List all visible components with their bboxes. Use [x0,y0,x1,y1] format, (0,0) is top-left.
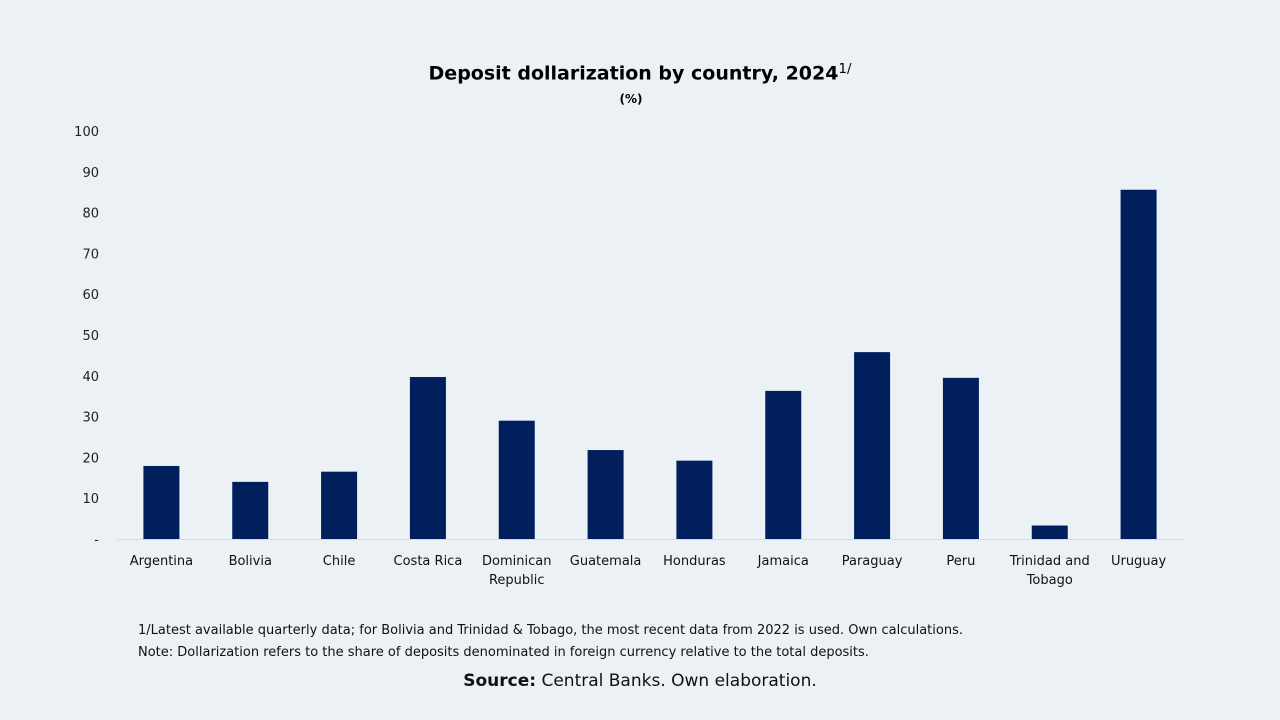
bar-guatemala [587,450,624,539]
bar-jamaica [765,390,802,539]
bar-bolivia [232,481,269,539]
x-tick-label: Trinidad and Tobago [1009,554,1090,588]
y-tick-label: 50 [82,329,99,344]
y-tick-label: 80 [82,207,99,222]
chart-title: Deposit dollarization by country, 2024 [428,62,839,85]
bar-paraguay [854,352,891,539]
y-tick-label: 90 [82,166,99,181]
x-tick-label: Honduras [663,554,726,569]
x-tick-label: Peru [946,554,975,569]
x-tick-label: Bolivia [229,554,272,569]
x-tick-label: Paraguay [842,554,903,569]
source-line: Source: Central Banks. Own elaboration. [0,671,1280,691]
footnote-note: Note: Dollarization refers to the share … [138,645,869,660]
y-axis: - 10 20 30 40 50 60 70 80 90 100 [74,125,99,548]
x-tick-label: Costa Rica [394,554,463,569]
bar-chart: - 10 20 30 40 50 60 70 80 90 100 Argentina Bolivia C… [74,125,1183,588]
bar-peru [942,377,979,539]
x-tick-label: Dominican Republic [482,554,551,588]
x-tick-label: Jamaica [757,554,809,569]
y-tick-label: 100 [74,125,99,140]
footnote-1: 1/Latest available quarterly data; for B… [138,623,963,638]
y-tick-label: 70 [82,247,99,262]
x-axis: Argentina Bolivia Chile Costa Rica Dominican… [130,554,1167,588]
chart-title-block: Deposit dollarization by country, 20241/ [0,62,1280,84]
bar-dominican-republic [498,420,535,539]
bar-trinidad-and-tobago [1031,525,1068,539]
y-tick-label: 60 [82,288,99,303]
x-tick-label: Argentina [130,554,193,569]
bar-costa-rica [409,377,446,539]
y-tick-label: 20 [82,451,99,466]
y-tick-label: 10 [82,492,99,507]
source-label: Source: [463,671,537,691]
bar-series [143,189,1157,539]
chart-subtitle: (%) [619,92,643,106]
bar-uruguay [1120,189,1157,539]
y-tick-label: 30 [82,411,99,426]
x-tick-label: Chile [323,554,356,569]
x-tick-label: Guatemala [570,554,642,569]
x-tick-label: Uruguay [1111,554,1167,569]
chart-title-footnote-marker: 1/ [838,62,852,77]
bar-honduras [676,460,713,539]
source-text: Central Banks. Own elaboration. [536,671,817,691]
y-tick-label: 40 [82,370,99,385]
y-tick-label: - [94,533,99,548]
bar-chile [321,471,358,539]
bar-argentina [143,465,180,539]
